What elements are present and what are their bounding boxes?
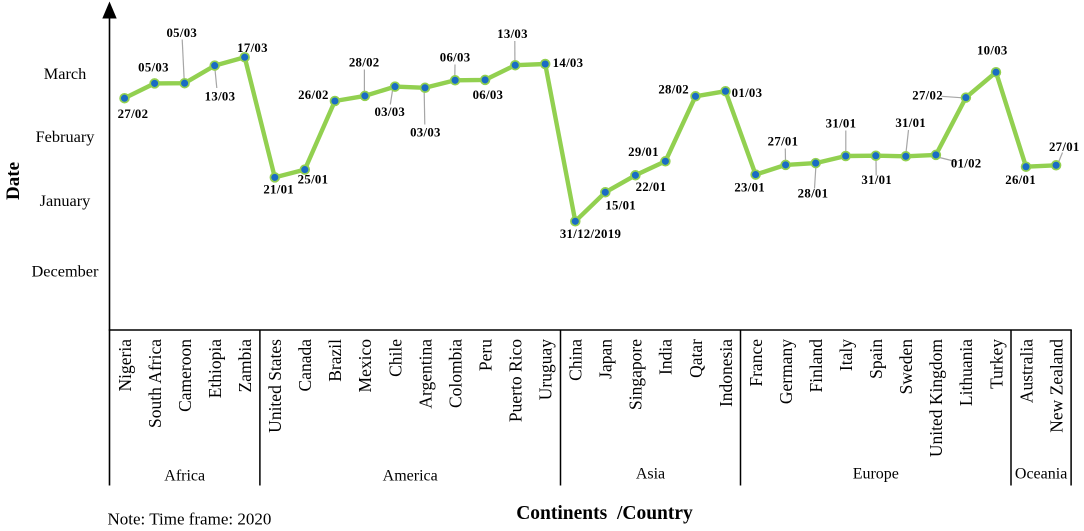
- svg-text:Puerto Rico: Puerto Rico: [506, 339, 526, 422]
- svg-text:Argentina: Argentina: [415, 339, 435, 409]
- svg-text:Oceania: Oceania: [1015, 466, 1067, 483]
- svg-text:23/01: 23/01: [734, 180, 765, 194]
- svg-text:26/01: 26/01: [1005, 173, 1036, 187]
- svg-text:Peru: Peru: [475, 339, 495, 371]
- svg-text:United States: United States: [265, 339, 285, 433]
- svg-text:31/01: 31/01: [861, 173, 892, 187]
- svg-text:31/12/2019: 31/12/2019: [560, 227, 621, 241]
- svg-text:Zambia: Zambia: [235, 339, 255, 393]
- svg-text:Mexico: Mexico: [355, 339, 375, 393]
- svg-text:13/03: 13/03: [205, 90, 236, 104]
- svg-text:03/03: 03/03: [410, 125, 441, 139]
- svg-text:28/01: 28/01: [798, 186, 829, 200]
- svg-text:Australia: Australia: [1016, 339, 1036, 403]
- svg-text:Germany: Germany: [776, 339, 796, 404]
- svg-text:05/03: 05/03: [166, 26, 197, 40]
- svg-text:21/01: 21/01: [263, 183, 294, 197]
- svg-text:06/03: 06/03: [473, 88, 504, 102]
- svg-text:March: March: [44, 64, 87, 83]
- svg-text:New Zealand: New Zealand: [1046, 339, 1066, 433]
- svg-text:31/01: 31/01: [826, 117, 857, 131]
- svg-text:Italy: Italy: [836, 339, 856, 371]
- svg-text:28/02: 28/02: [349, 55, 380, 69]
- svg-text:Ethiopia: Ethiopia: [205, 339, 225, 399]
- svg-text:India: India: [656, 339, 676, 375]
- svg-text:Japan: Japan: [596, 339, 616, 379]
- svg-text:Indonesia: Indonesia: [716, 339, 736, 407]
- svg-text:Finland: Finland: [806, 339, 826, 393]
- svg-text:China: China: [566, 339, 586, 381]
- svg-text:14/03: 14/03: [553, 56, 584, 70]
- svg-text:27/01: 27/01: [768, 135, 799, 149]
- svg-text:Date: Date: [3, 162, 24, 200]
- svg-text:17/03: 17/03: [237, 41, 268, 55]
- svg-text:Europe: Europe: [853, 466, 899, 483]
- svg-text:December: December: [32, 262, 99, 281]
- svg-text:Note: Time frame: 2020: Note: Time frame: 2020: [108, 510, 272, 529]
- svg-text:Singapore: Singapore: [626, 339, 646, 410]
- svg-text:25/01: 25/01: [298, 173, 329, 187]
- svg-text:26/02: 26/02: [298, 88, 329, 102]
- svg-text:America: America: [383, 468, 438, 485]
- svg-text:01/03: 01/03: [732, 86, 763, 100]
- svg-text:Asia: Asia: [636, 466, 665, 483]
- svg-text:Turkey: Turkey: [986, 339, 1006, 389]
- svg-text:27/02: 27/02: [912, 89, 943, 103]
- svg-text:Nigeria: Nigeria: [115, 339, 135, 392]
- svg-text:Lithuania: Lithuania: [956, 339, 976, 406]
- svg-text:10/03: 10/03: [977, 43, 1008, 57]
- svg-text:29/01: 29/01: [628, 145, 659, 159]
- svg-text:Spain: Spain: [866, 339, 886, 379]
- svg-text:Qatar: Qatar: [686, 339, 706, 378]
- svg-text:13/03: 13/03: [497, 27, 528, 41]
- svg-text:Uruguay: Uruguay: [536, 339, 556, 400]
- svg-text:15/01: 15/01: [605, 198, 636, 212]
- svg-text:27/01: 27/01: [1049, 140, 1080, 154]
- svg-text:Colombia: Colombia: [445, 339, 465, 408]
- svg-text:Africa: Africa: [164, 468, 205, 485]
- svg-text:27/02: 27/02: [118, 107, 149, 121]
- svg-text:06/03: 06/03: [440, 51, 471, 65]
- svg-text:28/02: 28/02: [658, 83, 689, 97]
- svg-text:22/01: 22/01: [636, 180, 667, 194]
- svg-text:France: France: [746, 339, 766, 387]
- svg-text:03/03: 03/03: [374, 105, 405, 119]
- svg-text:South Africa: South Africa: [145, 339, 165, 428]
- svg-text:05/03: 05/03: [138, 60, 169, 74]
- svg-text:January: January: [40, 191, 91, 210]
- svg-text:United Kingdom: United Kingdom: [926, 339, 946, 458]
- svg-text:31/01: 31/01: [895, 116, 926, 130]
- svg-text:Sweden: Sweden: [896, 339, 916, 395]
- svg-text:Canada: Canada: [295, 339, 315, 392]
- svg-text:Brazil: Brazil: [325, 339, 345, 382]
- svg-text:Continents /Country: Continents /Country: [516, 503, 693, 524]
- svg-text:01/02: 01/02: [951, 157, 982, 171]
- svg-text:Cameroon: Cameroon: [175, 339, 195, 412]
- svg-text:Chile: Chile: [385, 339, 405, 377]
- svg-text:February: February: [36, 127, 96, 146]
